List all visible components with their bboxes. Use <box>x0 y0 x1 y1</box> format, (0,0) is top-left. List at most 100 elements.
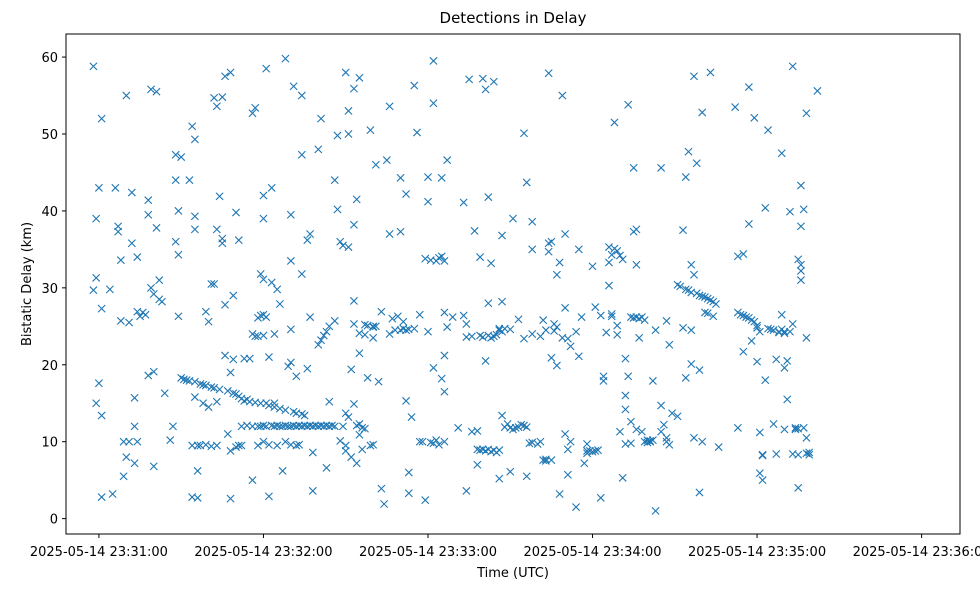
data-point <box>604 258 613 267</box>
data-point <box>813 86 822 95</box>
data-point <box>196 380 205 388</box>
data-point <box>264 353 273 362</box>
data-point <box>199 399 208 408</box>
data-point <box>174 206 183 215</box>
data-point <box>251 332 260 341</box>
data-point <box>114 222 123 231</box>
data-point <box>596 311 605 320</box>
data-point <box>317 336 326 345</box>
data-point <box>791 425 800 434</box>
data-point <box>462 486 471 495</box>
data-point <box>160 389 169 398</box>
data-point <box>440 437 449 446</box>
data-point <box>97 411 106 420</box>
data-point <box>541 326 550 335</box>
data-point <box>190 377 199 386</box>
data-point <box>306 230 315 238</box>
data-point <box>369 440 378 449</box>
data-point <box>610 118 619 127</box>
data-point <box>519 334 528 343</box>
data-point <box>753 321 762 330</box>
data-point <box>380 500 389 508</box>
data-point <box>273 285 282 294</box>
data-point <box>369 333 378 342</box>
data-point <box>199 380 208 389</box>
data-point <box>544 69 553 78</box>
data-point <box>495 474 504 483</box>
data-point <box>413 128 422 137</box>
data-point <box>127 188 136 197</box>
x-tick-label: 2025-05-14 23:34:00 <box>523 545 661 560</box>
data-point <box>755 469 764 478</box>
data-point <box>434 440 443 449</box>
data-point <box>577 313 586 322</box>
data-point <box>344 413 353 422</box>
data-point <box>89 286 98 295</box>
data-point <box>328 421 336 430</box>
data-point <box>648 436 657 445</box>
data-point <box>506 467 515 476</box>
data-point <box>267 278 276 287</box>
data-point <box>193 466 202 475</box>
data-point <box>785 207 794 216</box>
data-point <box>796 266 805 275</box>
data-point <box>264 401 273 410</box>
data-point <box>440 351 449 360</box>
data-point <box>385 230 394 238</box>
data-point <box>308 448 317 457</box>
data-point <box>286 325 295 334</box>
data-point <box>459 311 468 320</box>
data-point <box>607 250 616 259</box>
data-point <box>289 82 298 91</box>
data-point <box>574 352 583 361</box>
data-point <box>286 210 295 219</box>
data-point <box>108 490 117 498</box>
data-point <box>478 74 487 83</box>
data-point <box>440 256 449 265</box>
data-point <box>681 285 690 294</box>
data-point <box>525 439 534 448</box>
data-point <box>481 356 490 365</box>
data-point <box>168 422 177 431</box>
data-point <box>256 270 265 278</box>
data-point <box>498 297 507 306</box>
data-point <box>695 488 704 497</box>
data-point <box>382 156 391 165</box>
data-point <box>157 297 166 306</box>
data-point <box>473 460 482 469</box>
data-point <box>684 147 693 156</box>
data-point <box>769 326 778 335</box>
data-point <box>750 317 759 326</box>
data-points <box>89 54 822 515</box>
data-point <box>772 450 781 458</box>
data-point <box>580 459 589 468</box>
data-point <box>698 437 707 446</box>
data-point <box>270 403 279 412</box>
data-point <box>615 251 624 260</box>
data-point <box>561 303 570 312</box>
y-tick-label: 0 <box>50 513 58 528</box>
data-point <box>251 103 260 112</box>
data-point <box>341 409 350 418</box>
data-point <box>561 430 570 438</box>
data-point <box>248 109 257 118</box>
data-point <box>621 354 630 363</box>
data-point <box>736 310 745 319</box>
data-point <box>777 149 786 158</box>
data-point <box>259 421 268 430</box>
data-point <box>174 312 183 321</box>
data-point <box>750 113 759 122</box>
data-point <box>805 450 814 459</box>
data-point <box>355 420 364 428</box>
data-point <box>802 333 811 342</box>
data-point <box>514 315 523 324</box>
data-point <box>547 237 556 246</box>
data-point <box>295 440 304 449</box>
data-point <box>223 430 232 438</box>
data-point <box>764 324 773 333</box>
data-point <box>665 440 674 449</box>
data-point <box>588 447 597 456</box>
data-point <box>498 231 507 240</box>
axes-frame <box>65 33 961 535</box>
data-point <box>259 331 268 340</box>
